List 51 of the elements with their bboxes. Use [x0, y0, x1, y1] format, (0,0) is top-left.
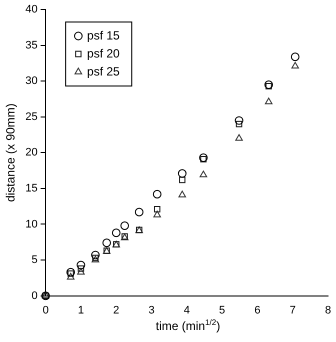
point [91, 250, 100, 260]
x-tick-label: 8 [324, 304, 332, 316]
y-tick-label: 20 [25, 146, 38, 159]
point [179, 176, 186, 184]
point [66, 272, 74, 280]
point [102, 238, 111, 248]
point [134, 208, 144, 216]
x-axis-title: time (min$^{1/2}$) [154, 318, 222, 333]
x-tick-label: 4 [184, 304, 190, 316]
point [200, 170, 208, 178]
point [77, 268, 85, 275]
point [199, 153, 208, 162]
y-tick-label: 40 [25, 4, 38, 16]
y-tick-label: 25 [25, 110, 38, 123]
legend-label: psf 25 [87, 64, 120, 78]
point [178, 190, 186, 198]
point [78, 265, 84, 272]
legend-label: psf 20 [87, 46, 120, 60]
point [290, 52, 300, 62]
point [152, 190, 162, 198]
x-tick-label: 1 [78, 304, 84, 316]
point [264, 80, 274, 90]
point [154, 206, 160, 212]
point [264, 98, 272, 104]
legend-label: psf 15 [87, 28, 120, 42]
point [236, 120, 242, 128]
x-tick-label: 7 [290, 304, 296, 316]
x-tick-label: 0 [42, 304, 49, 316]
point [76, 260, 86, 270]
point [235, 134, 243, 141]
x-tick-label: 2 [113, 304, 120, 316]
point [153, 210, 161, 218]
y-tick-label: 0 [32, 290, 38, 302]
y-tick-label: 10 [25, 218, 38, 230]
x-tick-label: 5 [219, 304, 226, 316]
point [68, 270, 74, 277]
y-tick-label: 30 [25, 75, 38, 88]
point [234, 116, 244, 125]
point [66, 268, 75, 276]
point [200, 156, 207, 162]
y-axis-title: distance (x 90mm) [4, 103, 18, 202]
point [120, 221, 129, 230]
point [112, 228, 121, 238]
y-tick-label: 35 [25, 39, 38, 52]
point [178, 169, 187, 178]
y-tick-label: 5 [32, 254, 38, 266]
point [266, 82, 272, 90]
point [291, 62, 299, 69]
x-tick-label: 3 [148, 304, 155, 316]
y-tick-label: 15 [25, 182, 38, 195]
x-tick-label: 6 [254, 304, 260, 316]
